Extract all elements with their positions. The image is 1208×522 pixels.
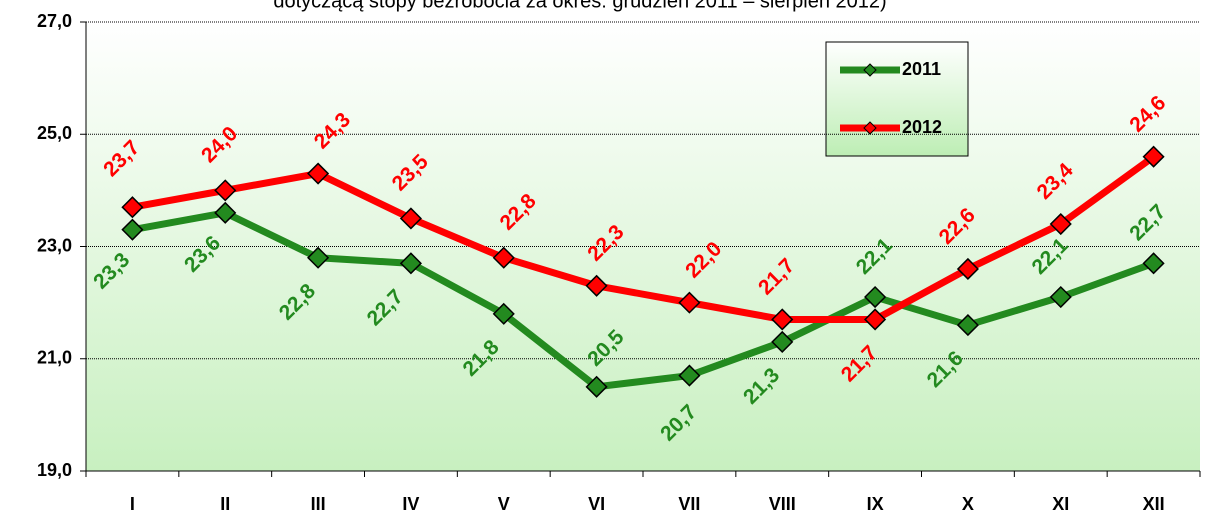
- x-tick-label: IV: [402, 494, 419, 514]
- point: [492, 246, 515, 269]
- point: [585, 375, 608, 398]
- point: [121, 196, 144, 219]
- x-tick-label: II: [220, 494, 230, 514]
- x-tick-label: VIII: [769, 494, 796, 514]
- point: [1142, 145, 1165, 168]
- point: [399, 252, 422, 275]
- y-tick-label: 21,0: [37, 348, 72, 368]
- point: [307, 246, 330, 269]
- point: [492, 302, 515, 325]
- point: [1049, 285, 1072, 309]
- x-tick-label: IX: [867, 494, 884, 514]
- legend-label: 2012: [902, 117, 942, 137]
- point: [585, 274, 608, 297]
- x-tick-label: VI: [588, 494, 605, 514]
- y-tick-label: 23,0: [37, 235, 72, 255]
- point: [678, 291, 701, 314]
- x-tick-label: V: [498, 494, 510, 514]
- series-line: [131, 153, 1156, 323]
- y-tick-label: 27,0: [37, 11, 72, 31]
- point: [121, 218, 144, 241]
- point: [864, 285, 887, 309]
- point: [1142, 252, 1165, 275]
- point: [1049, 212, 1072, 236]
- legend: 2011 2012: [825, 41, 969, 157]
- point: [956, 314, 979, 337]
- legend-marker: [863, 63, 877, 77]
- y-tick-label: 25,0: [37, 123, 72, 143]
- point: [307, 162, 330, 185]
- x-tick-label: VII: [678, 494, 700, 514]
- point: [771, 330, 794, 353]
- point: [678, 364, 701, 387]
- x-tick-label: III: [311, 494, 326, 514]
- x-tick-label: XI: [1052, 494, 1069, 514]
- point: [214, 179, 237, 202]
- point: [771, 308, 794, 331]
- legend-label: 2011: [902, 59, 941, 79]
- chart-title: dotyczącą stopy bezrobocia za okres: gru…: [273, 0, 886, 12]
- legend-box: [825, 41, 969, 157]
- x-tick-label: XII: [1143, 494, 1165, 514]
- point: [214, 201, 237, 224]
- point: [399, 207, 422, 230]
- x-tick-label: X: [962, 494, 974, 514]
- series-line: [131, 209, 1155, 391]
- point: [956, 257, 979, 281]
- point: [864, 308, 887, 331]
- y-tick-label: 19,0: [37, 460, 72, 480]
- x-tick-label: I: [130, 494, 135, 514]
